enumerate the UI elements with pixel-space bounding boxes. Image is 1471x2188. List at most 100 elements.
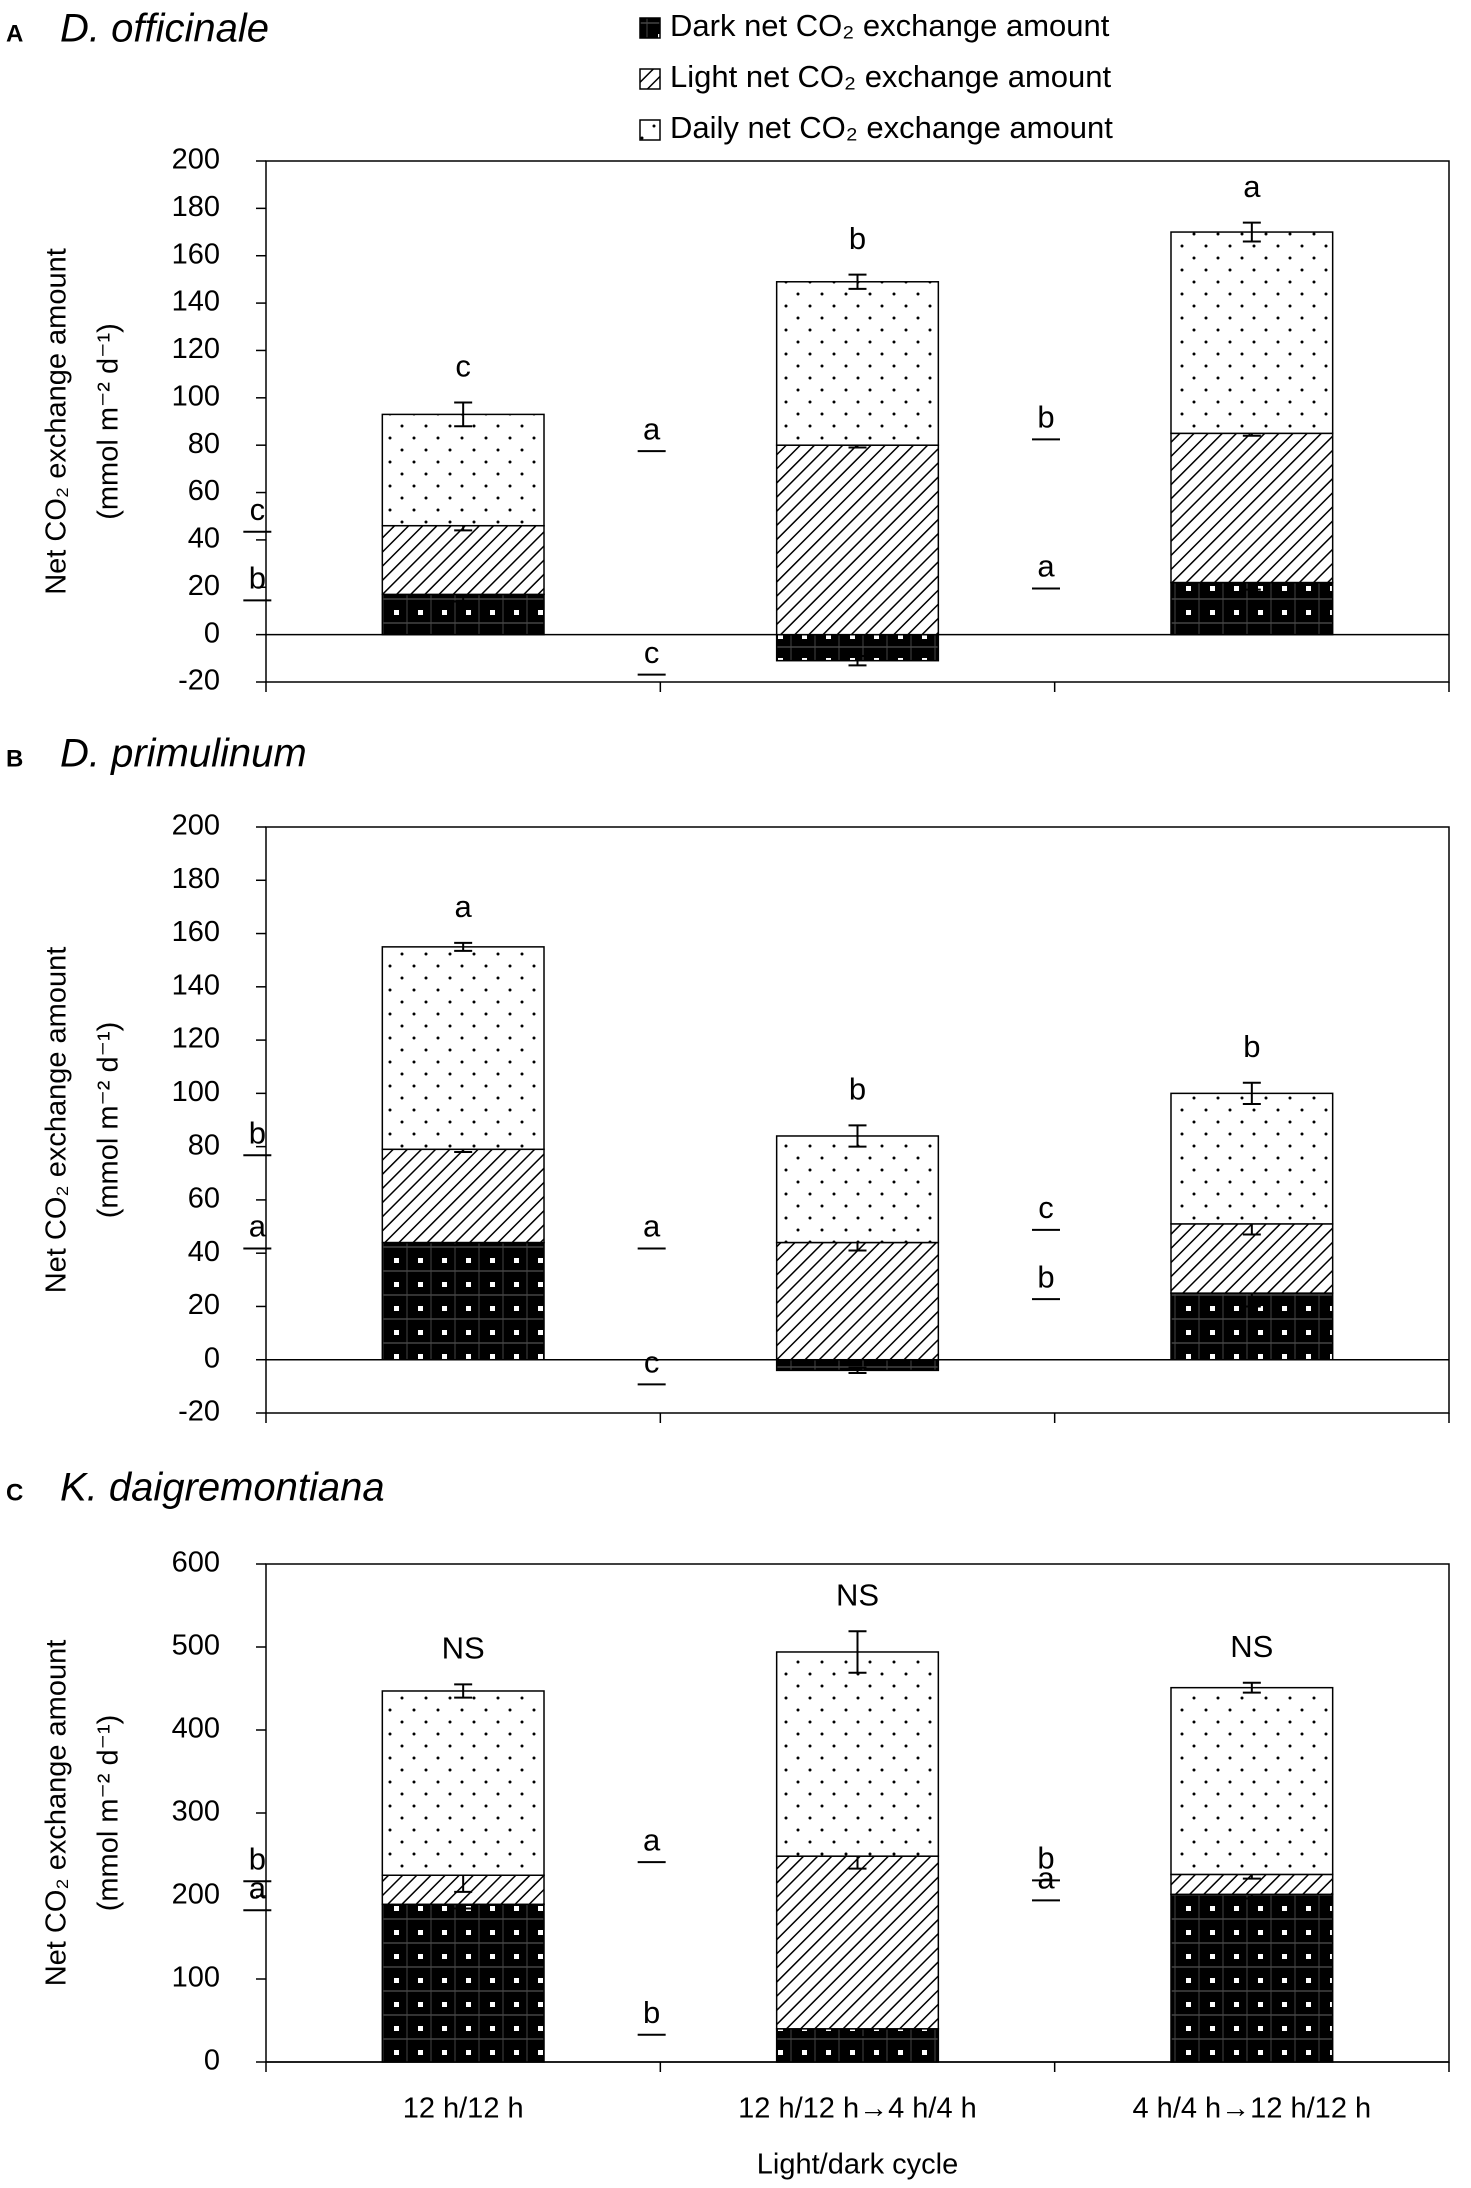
- x-tick-label: 4 h/4 h→12 h/12 h: [1133, 2093, 1372, 2125]
- y-tick-label: 180: [172, 191, 220, 223]
- panel-title: D. primulinum: [60, 732, 307, 776]
- panel-letter: A: [6, 20, 23, 47]
- bar-segment: [381, 1903, 545, 2063]
- significance-label: a: [643, 1822, 661, 1857]
- error-bar: [848, 273, 867, 290]
- y-tick-label: 300: [172, 1796, 220, 1828]
- panel-title: K. daigremontiana: [60, 1466, 385, 1510]
- y-axis-label: (mmol m⁻² d⁻¹): [93, 1022, 125, 1219]
- x-tick-label: 12 h/12 h→4 h/4 h: [738, 2093, 977, 2125]
- bar-segment: [775, 1241, 940, 1361]
- y-tick-label: 80: [188, 428, 220, 460]
- error-bar: [848, 1366, 867, 1375]
- y-tick-label: 0: [204, 617, 220, 649]
- y-tick-label: 120: [172, 333, 220, 365]
- bar-segment: [1170, 581, 1334, 636]
- y-tick-label: 120: [172, 1023, 220, 1055]
- error-bar: [848, 1124, 867, 1148]
- significance-label: a: [1243, 169, 1261, 204]
- legend-swatch: [639, 119, 661, 141]
- bar-segment: [1170, 432, 1334, 584]
- y-tick-label: 80: [188, 1129, 220, 1161]
- y-tick-label: 180: [172, 863, 220, 895]
- legend-label: Dark net CO₂ exchange amount: [670, 8, 1110, 43]
- error-bar: [454, 1683, 473, 1699]
- y-tick-label: 160: [172, 238, 220, 270]
- y-tick-label: 40: [188, 523, 220, 555]
- significance-label: a: [643, 1209, 661, 1244]
- y-tick-label: 20: [188, 1289, 220, 1321]
- bar-segment: [1170, 1893, 1334, 2063]
- bar-segment: [775, 1135, 940, 1244]
- legend-swatch: [639, 68, 661, 90]
- significance-label: b: [249, 1841, 266, 1876]
- error-bar: [454, 401, 473, 428]
- significance-label: b: [249, 1115, 266, 1150]
- y-axis-label: (mmol m⁻² d⁻¹): [93, 1715, 125, 1912]
- error-bar: [1242, 1681, 1261, 1694]
- y-tick-label: 0: [204, 1342, 220, 1374]
- significance-label: b: [643, 1995, 660, 2030]
- legend-swatch: [639, 17, 661, 39]
- y-tick-label: 20: [188, 570, 220, 602]
- error-bar: [1242, 1081, 1261, 1106]
- significance-label: NS: [1230, 1629, 1273, 1664]
- error-bar: [1242, 221, 1261, 243]
- y-axis-label: (mmol m⁻² d⁻¹): [93, 323, 125, 520]
- significance-label: c: [455, 349, 471, 384]
- y-tick-label: 600: [172, 1547, 220, 1579]
- y-tick-label: 140: [172, 969, 220, 1001]
- significance-label: b: [1037, 1259, 1054, 1294]
- significance-label: c: [1038, 1190, 1054, 1225]
- y-tick-label: 100: [172, 380, 220, 412]
- bar-segment: [775, 444, 940, 636]
- y-axis-label: Net CO₂ exchange amount: [41, 248, 73, 595]
- significance-label: c: [644, 1345, 660, 1380]
- y-tick-label: 160: [172, 916, 220, 948]
- y-tick-label: 200: [172, 810, 220, 842]
- legend-label: Daily net CO₂ exchange amount: [670, 110, 1113, 145]
- y-axis-label: Net CO₂ exchange amount: [41, 1640, 73, 1987]
- y-tick-label: 60: [188, 1183, 220, 1215]
- bar-segment: [381, 524, 545, 596]
- y-tick-label: -20: [178, 1396, 220, 1428]
- y-tick-label: 100: [172, 1076, 220, 1108]
- bar-segment: [1170, 1686, 1334, 1876]
- bar-segment: [381, 946, 545, 1151]
- plot-frame: [265, 826, 1450, 1414]
- significance-label: c: [250, 492, 266, 527]
- y-tick-label: 100: [172, 1962, 220, 1994]
- bar-segment: [381, 1690, 545, 1876]
- significance-label: b: [849, 1072, 866, 1107]
- significance-label: b: [849, 221, 866, 256]
- legend-label: Light net CO₂ exchange amount: [670, 59, 1112, 94]
- panel-letter: C: [6, 1479, 23, 1506]
- error-bar: [454, 941, 473, 952]
- significance-label: a: [455, 889, 473, 924]
- significance-label: NS: [836, 1577, 879, 1612]
- y-tick-label: 0: [204, 2045, 220, 2077]
- y-tick-label: 60: [188, 475, 220, 507]
- significance-label: b: [1243, 1029, 1260, 1064]
- significance-label: b: [249, 561, 266, 596]
- y-tick-label: 200: [172, 1879, 220, 1911]
- y-tick-label: 400: [172, 1713, 220, 1745]
- y-axis-label: Net CO₂ exchange amount: [41, 947, 73, 1294]
- significance-label: a: [643, 411, 661, 446]
- significance-label: c: [644, 635, 660, 670]
- bar-segment: [381, 1148, 545, 1244]
- y-tick-label: 40: [188, 1236, 220, 1268]
- y-tick-label: 200: [172, 144, 220, 176]
- panel-title: D. officinale: [60, 7, 269, 51]
- significance-label: a: [249, 1209, 267, 1244]
- bar-segment: [1170, 1092, 1334, 1225]
- significance-label: b: [1037, 400, 1054, 435]
- y-tick-label: 140: [172, 286, 220, 318]
- bar-segment: [775, 281, 940, 446]
- significance-label: a: [1037, 549, 1055, 584]
- error-bar: [848, 1630, 867, 1674]
- y-tick-label: 500: [172, 1630, 220, 1662]
- y-tick-label: -20: [178, 665, 220, 697]
- significance-label: NS: [442, 1631, 485, 1666]
